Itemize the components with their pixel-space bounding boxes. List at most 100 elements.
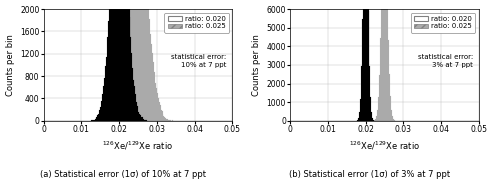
Bar: [156, 88, 157, 121]
Bar: [111, 116, 112, 121]
Bar: [358, 118, 359, 121]
Bar: [96, 118, 97, 121]
Bar: [392, 116, 393, 121]
Bar: [169, 120, 170, 121]
Bar: [161, 110, 162, 121]
Bar: [394, 120, 395, 121]
Text: (a) Statistical error (1σ) of 10% at 7 ppt: (a) Statistical error (1σ) of 10% at 7 p…: [40, 170, 206, 179]
Bar: [98, 115, 99, 121]
Bar: [384, 0, 385, 121]
X-axis label: $^{126}$Xe/$^{129}$Xe ratio: $^{126}$Xe/$^{129}$Xe ratio: [349, 140, 420, 152]
Bar: [385, 0, 386, 121]
Bar: [165, 118, 166, 121]
Bar: [129, 2, 130, 121]
Bar: [390, 96, 391, 121]
Bar: [362, 19, 363, 121]
Bar: [106, 120, 107, 121]
Bar: [381, 0, 382, 121]
Bar: [139, 114, 140, 121]
Bar: [144, 120, 145, 121]
Bar: [133, 0, 134, 121]
Bar: [159, 102, 160, 121]
Bar: [104, 79, 105, 121]
Bar: [372, 118, 373, 121]
Bar: [365, 0, 366, 121]
Bar: [128, 0, 129, 121]
Bar: [123, 56, 124, 121]
Bar: [389, 74, 390, 121]
Bar: [134, 0, 135, 121]
Bar: [370, 97, 371, 121]
X-axis label: $^{126}$Xe/$^{129}$Xe ratio: $^{126}$Xe/$^{129}$Xe ratio: [103, 140, 174, 152]
Bar: [118, 92, 119, 121]
Bar: [379, 75, 380, 121]
Bar: [155, 83, 156, 121]
Bar: [125, 32, 126, 121]
Bar: [119, 0, 120, 121]
Bar: [115, 107, 116, 121]
Text: (b) Statistical error (1σ) of 3% at 7 ppt: (b) Statistical error (1σ) of 3% at 7 pp…: [289, 170, 450, 179]
Bar: [380, 38, 381, 121]
Bar: [383, 0, 384, 121]
Bar: [149, 19, 150, 121]
Bar: [92, 120, 93, 121]
Bar: [157, 93, 158, 121]
Bar: [121, 0, 122, 121]
Bar: [388, 39, 389, 121]
Bar: [121, 74, 122, 121]
Bar: [125, 0, 126, 121]
Bar: [135, 94, 136, 121]
Bar: [143, 0, 144, 121]
Bar: [393, 119, 394, 121]
Bar: [112, 0, 113, 121]
Bar: [123, 0, 124, 121]
Bar: [133, 80, 134, 121]
Bar: [110, 0, 111, 121]
Bar: [142, 117, 143, 121]
Bar: [107, 37, 108, 121]
Bar: [376, 116, 377, 121]
Bar: [139, 0, 140, 121]
Bar: [113, 0, 114, 121]
Bar: [130, 17, 131, 121]
Bar: [148, 7, 149, 121]
Bar: [152, 53, 153, 121]
Bar: [160, 105, 161, 121]
Bar: [136, 0, 137, 121]
Bar: [127, 4, 128, 121]
Bar: [391, 110, 392, 121]
Bar: [109, 119, 110, 121]
Bar: [387, 0, 388, 121]
Bar: [113, 112, 114, 121]
Text: statistical error:
3% at 7 ppt: statistical error: 3% at 7 ppt: [418, 54, 473, 68]
Bar: [112, 114, 113, 121]
Bar: [94, 120, 95, 121]
Bar: [122, 0, 123, 121]
Bar: [117, 99, 118, 121]
Bar: [166, 119, 167, 121]
Bar: [119, 87, 120, 121]
Bar: [127, 0, 128, 121]
Bar: [153, 62, 154, 121]
Bar: [163, 114, 164, 121]
Bar: [131, 0, 132, 121]
Bar: [145, 0, 146, 121]
Bar: [116, 105, 117, 121]
Bar: [168, 119, 169, 121]
Bar: [374, 120, 375, 121]
Bar: [116, 0, 117, 121]
Bar: [108, 21, 109, 121]
Bar: [367, 0, 368, 121]
Bar: [107, 119, 108, 121]
Bar: [142, 0, 143, 121]
Text: statistical error:
10% at 7 ppt: statistical error: 10% at 7 ppt: [172, 54, 227, 68]
Bar: [140, 0, 141, 121]
Bar: [147, 0, 148, 121]
Bar: [154, 72, 155, 121]
Bar: [132, 68, 133, 121]
Bar: [357, 120, 358, 121]
Bar: [105, 66, 106, 121]
Bar: [130, 0, 131, 121]
Bar: [117, 0, 118, 121]
Bar: [363, 0, 364, 121]
